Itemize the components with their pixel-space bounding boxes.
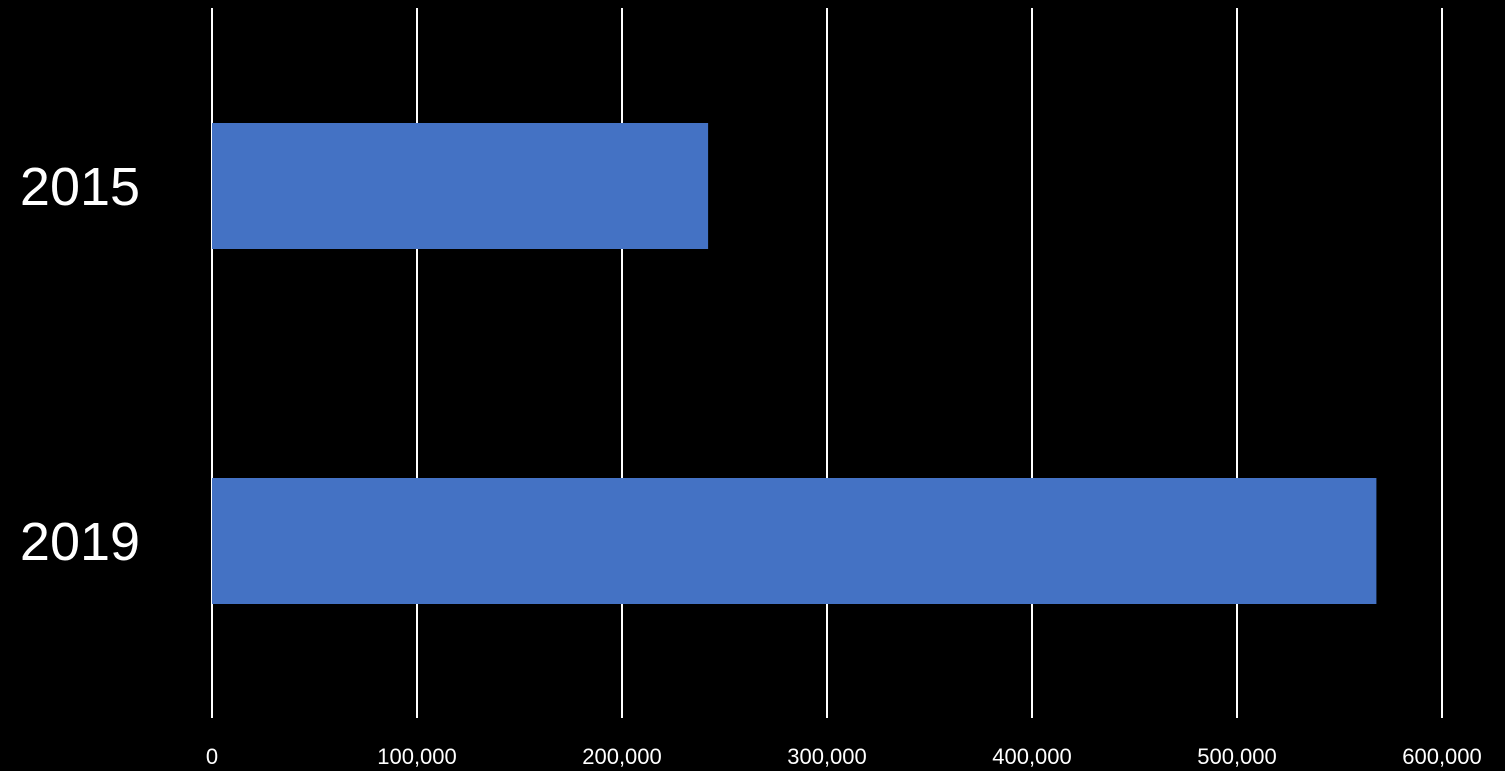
x-tick-label: 600,000 xyxy=(1402,744,1482,769)
bar-2015 xyxy=(212,123,709,249)
bars xyxy=(212,123,1377,604)
category-label: 2015 xyxy=(20,157,140,217)
gridlines xyxy=(211,8,1443,718)
x-tick-label: 400,000 xyxy=(992,744,1072,769)
x-tick-label: 300,000 xyxy=(787,744,867,769)
x-tick-labels: 0 100,000 200,000 300,000 400,000 500,000 600,… xyxy=(206,744,1482,769)
x-tick-label: 0 xyxy=(206,744,218,769)
x-tick-label: 100,000 xyxy=(377,744,457,769)
x-tick-label: 200,000 xyxy=(582,744,662,769)
category-labels: 2015 2019 xyxy=(20,157,140,572)
category-label: 2019 xyxy=(20,512,140,572)
bar-2019 xyxy=(212,478,1377,604)
x-tick-label: 500,000 xyxy=(1197,744,1277,769)
